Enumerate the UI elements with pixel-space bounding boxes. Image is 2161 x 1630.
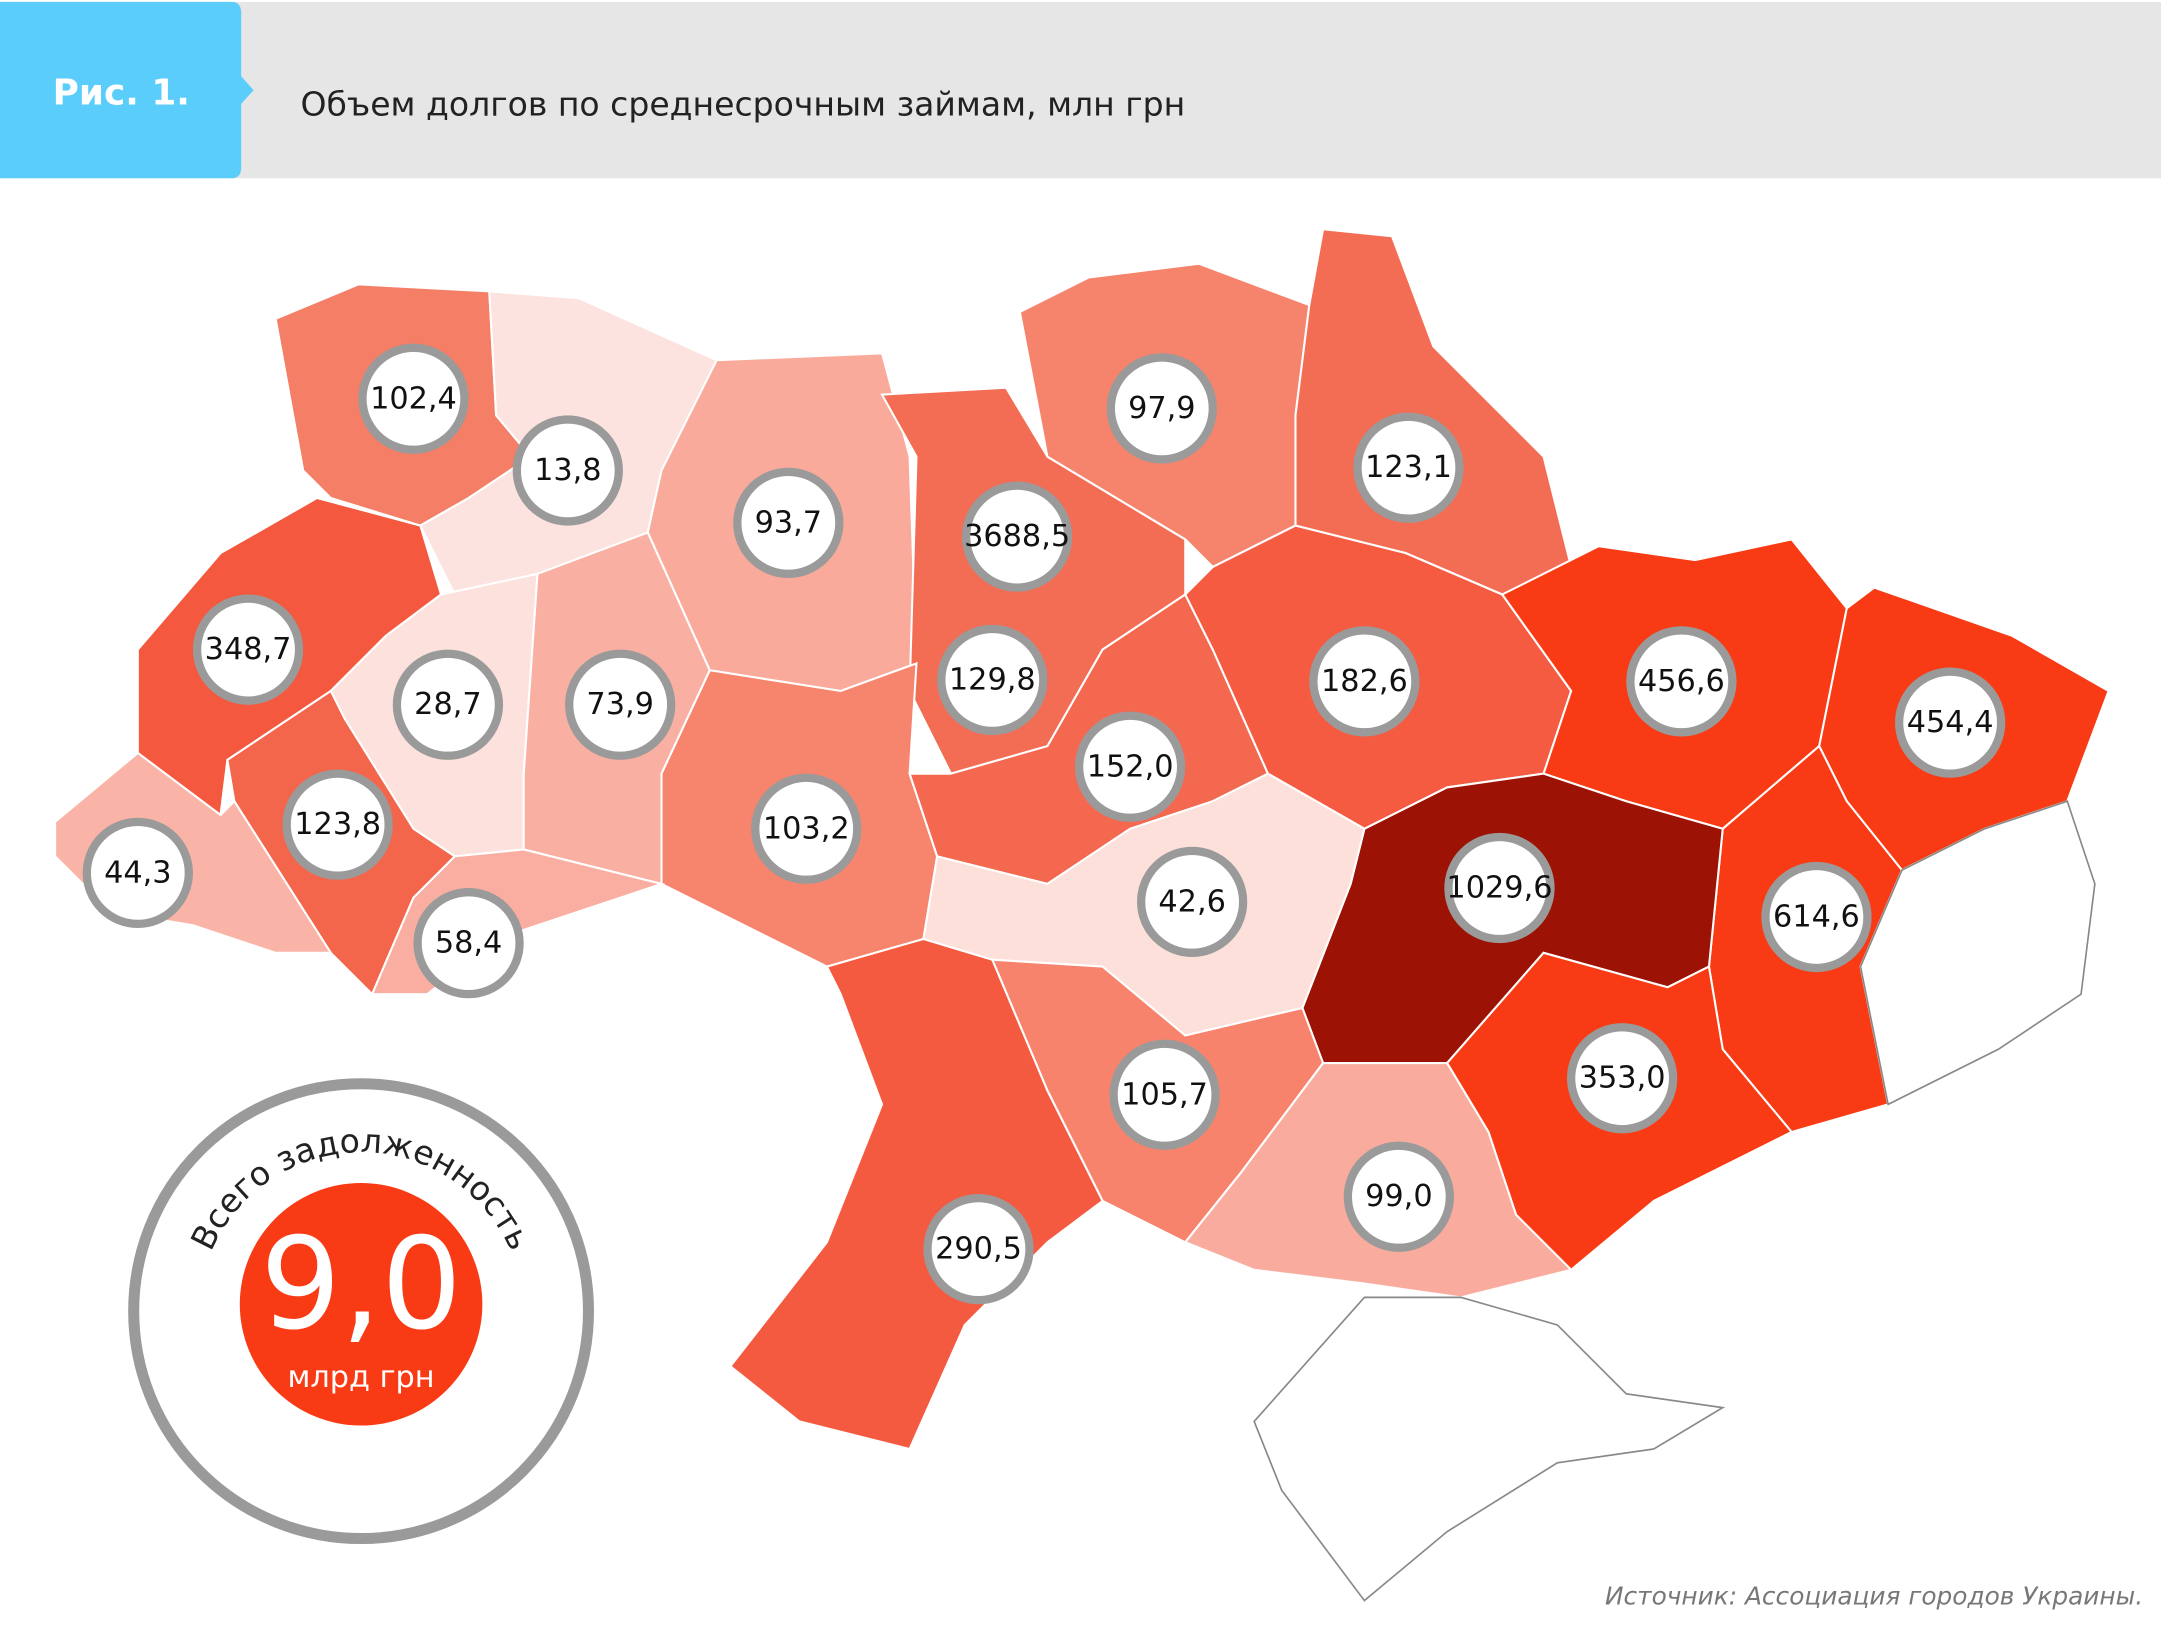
region-value: 123,1 [1365, 450, 1452, 485]
value-bubble: 103,2 [751, 773, 862, 884]
region-value: 454,4 [1907, 705, 1994, 740]
region-value: 44,3 [104, 855, 172, 890]
value-bubble: 353,0 [1567, 1023, 1678, 1134]
bubble-circle [1106, 353, 1217, 464]
value-bubble: 13,8 [512, 415, 623, 526]
value-bubble: 93,7 [733, 467, 844, 578]
value-bubble: 105,7 [1109, 1039, 1220, 1150]
total-disc [239, 1182, 483, 1426]
bubble-circle [961, 481, 1073, 592]
value-bubble: 3688,5 [961, 481, 1073, 592]
value-bubble: 58,4 [413, 888, 524, 999]
region-value: 103,2 [763, 811, 850, 846]
region-value: 73,9 [586, 687, 654, 722]
bubble-circle [358, 343, 469, 454]
value-bubble: 102,4 [358, 343, 469, 454]
value-bubble: 182,6 [1309, 626, 1420, 737]
donbas-outline [1859, 800, 2096, 1106]
region-value: 105,7 [1121, 1077, 1208, 1112]
value-bubble: 123,8 [282, 769, 393, 880]
bubble-circle [392, 649, 504, 760]
total-unit: млрд грн [288, 1360, 435, 1395]
region-value: 13,8 [534, 453, 602, 488]
region-value: 129,8 [949, 662, 1036, 697]
region-value: 42,6 [1158, 884, 1226, 919]
region-value: 97,9 [1128, 391, 1196, 426]
region-value: 93,7 [755, 505, 823, 540]
bubble-circle [1626, 626, 1737, 737]
bubble-circle [733, 467, 844, 578]
bubble-circle [937, 624, 1048, 736]
region-value: 182,6 [1321, 664, 1408, 699]
region-value: 353,0 [1579, 1061, 1666, 1096]
bubble-circle [1343, 1141, 1454, 1252]
value-bubble: 44,3 [82, 817, 193, 929]
bubble-circle [512, 415, 623, 526]
bubble-circle [1444, 832, 1555, 944]
figure-label: Рис. 1. [53, 72, 190, 113]
value-bubble: 97,9 [1106, 353, 1217, 464]
bubble-circle [1137, 846, 1248, 957]
region [728, 937, 1104, 1451]
bubble-circle [282, 769, 393, 880]
bubble-circle [192, 594, 304, 705]
value-bubble: 129,8 [937, 624, 1048, 736]
value-bubble: 99,0 [1343, 1141, 1454, 1252]
region-value: 290,5 [935, 1232, 1022, 1267]
region-value: 99,0 [1365, 1179, 1433, 1214]
region-value: 123,8 [294, 807, 381, 842]
crimea-outline [1253, 1296, 1726, 1602]
bubble-circle [1109, 1039, 1220, 1150]
value-bubble: 123,1 [1353, 412, 1464, 523]
bubble-circle [413, 888, 524, 999]
value-bubble: 456,6 [1626, 626, 1737, 737]
source-note: Источник: Ассоциация городов Украины. [1605, 1582, 2143, 1611]
bubble-circle [751, 773, 862, 884]
figure-title: Объем долгов по среднесрочным займам, мл… [300, 84, 1185, 123]
total-value: 9,0 [260, 1210, 462, 1358]
region-value: 456,6 [1638, 664, 1725, 699]
value-bubbles: 102,4 13,8 93,7 129,8 3688,5 97,9 123,1 348,7 28… [82, 343, 2006, 1305]
bubble-circle [1309, 626, 1420, 737]
region-value: 28,7 [414, 687, 482, 722]
value-bubble: 290,5 [923, 1194, 1034, 1305]
value-bubble: 73,9 [565, 649, 676, 760]
region-value: 614,6 [1773, 899, 1860, 934]
value-bubble: 454,4 [1895, 667, 2006, 778]
bubble-circle [1074, 711, 1186, 822]
header-band [0, 1, 2161, 179]
region-value: 152,0 [1087, 749, 1174, 784]
bubble-circle [1895, 667, 2006, 778]
value-bubble: 152,0 [1074, 711, 1186, 822]
value-bubble: 614,6 [1761, 861, 1872, 973]
region-value: 1029,6 [1446, 871, 1552, 906]
region-value: 3688,5 [964, 519, 1070, 554]
value-bubble: 348,7 [192, 594, 304, 705]
bubble-circle [82, 817, 193, 929]
figure-tab [0, 1, 254, 179]
bubble-circle [565, 649, 676, 760]
bubble-circle [1567, 1023, 1678, 1134]
bubble-circle [923, 1194, 1034, 1305]
region-value: 58,4 [435, 926, 503, 961]
value-bubble: 42,6 [1137, 846, 1248, 957]
value-bubble: 1029,6 [1444, 832, 1555, 944]
bubble-circle [1353, 412, 1464, 523]
region-value: 102,4 [370, 381, 457, 416]
value-bubble: 28,7 [392, 649, 504, 760]
region-value: 348,7 [205, 632, 292, 667]
bubble-circle [1761, 861, 1872, 973]
